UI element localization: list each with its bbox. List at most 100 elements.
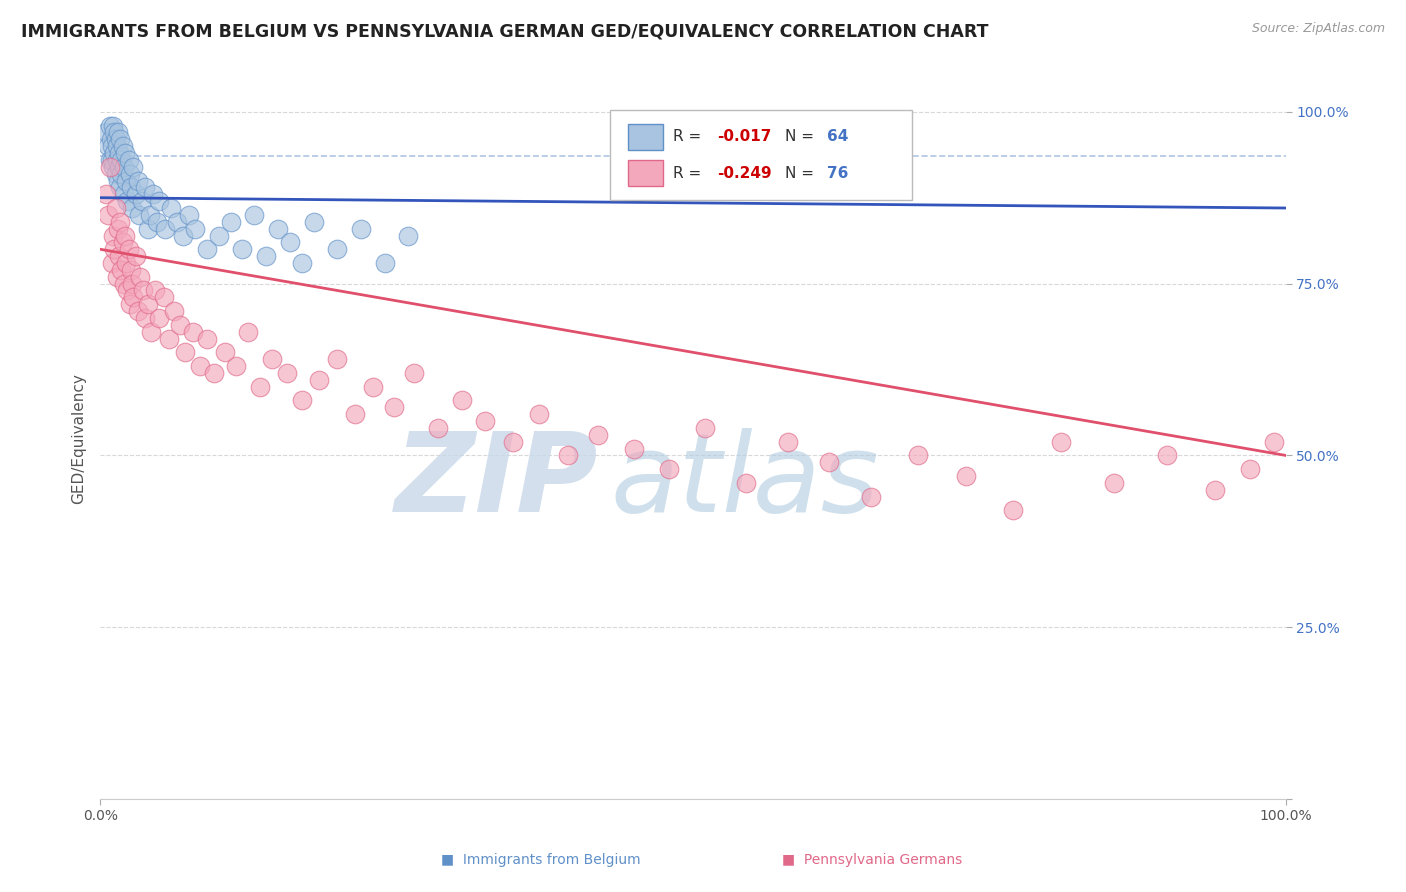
- Point: [174, 345, 197, 359]
- Text: 76: 76: [827, 166, 848, 181]
- Point: [121, 277, 143, 291]
- Point: [117, 153, 139, 167]
- Point: [155, 221, 177, 235]
- Point: [502, 434, 524, 449]
- Point: [1239, 462, 1261, 476]
- Point: [108, 160, 131, 174]
- Text: IMMIGRANTS FROM BELGIUM VS PENNSYLVANIA GERMAN GED/EQUIVALENCY CORRELATION CHART: IMMIGRANTS FROM BELGIUM VS PENNSYLVANIA …: [21, 22, 988, 40]
- Text: -0.017: -0.017: [717, 129, 770, 145]
- Point: [243, 208, 266, 222]
- Point: [114, 146, 136, 161]
- Point: [97, 139, 120, 153]
- Point: [361, 380, 384, 394]
- Point: [104, 167, 127, 181]
- FancyBboxPatch shape: [627, 161, 664, 186]
- Point: [134, 310, 156, 325]
- Point: [231, 242, 253, 256]
- Point: [238, 325, 260, 339]
- Point: [118, 297, 141, 311]
- Point: [208, 228, 231, 243]
- Point: [128, 208, 150, 222]
- Point: [120, 180, 142, 194]
- Point: [118, 167, 141, 181]
- Point: [97, 208, 120, 222]
- Point: [114, 228, 136, 243]
- Text: -0.249: -0.249: [717, 166, 772, 181]
- Point: [129, 269, 152, 284]
- Point: [404, 366, 426, 380]
- Point: [101, 228, 124, 243]
- Point: [160, 201, 183, 215]
- FancyBboxPatch shape: [610, 110, 912, 200]
- Point: [181, 325, 204, 339]
- Point: [1204, 483, 1226, 497]
- Point: [776, 434, 799, 449]
- Point: [586, 427, 609, 442]
- Point: [139, 208, 162, 222]
- Point: [249, 380, 271, 394]
- Point: [110, 167, 132, 181]
- Point: [112, 160, 135, 174]
- Point: [110, 153, 132, 167]
- Point: [117, 284, 139, 298]
- Point: [527, 407, 550, 421]
- Point: [108, 146, 131, 161]
- Point: [166, 215, 188, 229]
- Point: [157, 332, 180, 346]
- Point: [214, 345, 236, 359]
- Point: [125, 187, 148, 202]
- Point: [859, 490, 882, 504]
- Point: [139, 325, 162, 339]
- Point: [103, 146, 125, 161]
- Point: [260, 352, 283, 367]
- Point: [658, 462, 681, 476]
- Point: [474, 414, 496, 428]
- Point: [94, 187, 117, 202]
- Point: [818, 455, 841, 469]
- Point: [427, 421, 450, 435]
- Point: [103, 125, 125, 139]
- Text: 64: 64: [827, 129, 848, 145]
- Point: [127, 173, 149, 187]
- Point: [907, 449, 929, 463]
- Point: [107, 173, 129, 187]
- Point: [107, 125, 129, 139]
- Point: [450, 393, 472, 408]
- Point: [94, 125, 117, 139]
- Point: [107, 221, 129, 235]
- Point: [101, 256, 124, 270]
- Point: [98, 160, 121, 174]
- Point: [142, 187, 165, 202]
- Point: [105, 269, 128, 284]
- Point: [184, 221, 207, 235]
- Y-axis label: GED/Equivalency: GED/Equivalency: [72, 373, 86, 504]
- Point: [291, 393, 314, 408]
- Point: [1002, 503, 1025, 517]
- Point: [104, 132, 127, 146]
- Point: [134, 180, 156, 194]
- FancyBboxPatch shape: [627, 124, 664, 150]
- Point: [110, 263, 132, 277]
- Point: [195, 242, 218, 256]
- Point: [110, 215, 132, 229]
- Point: [143, 284, 166, 298]
- Point: [101, 119, 124, 133]
- Point: [101, 139, 124, 153]
- Point: [374, 256, 396, 270]
- Point: [382, 401, 405, 415]
- Point: [172, 228, 194, 243]
- Point: [326, 242, 349, 256]
- Point: [623, 442, 645, 456]
- Point: [693, 421, 716, 435]
- Point: [115, 256, 138, 270]
- Point: [115, 173, 138, 187]
- Point: [117, 242, 139, 256]
- Point: [110, 180, 132, 194]
- Point: [127, 304, 149, 318]
- Point: [103, 242, 125, 256]
- Point: [105, 153, 128, 167]
- Point: [122, 160, 145, 174]
- Point: [105, 139, 128, 153]
- Point: [396, 228, 419, 243]
- Point: [136, 297, 159, 311]
